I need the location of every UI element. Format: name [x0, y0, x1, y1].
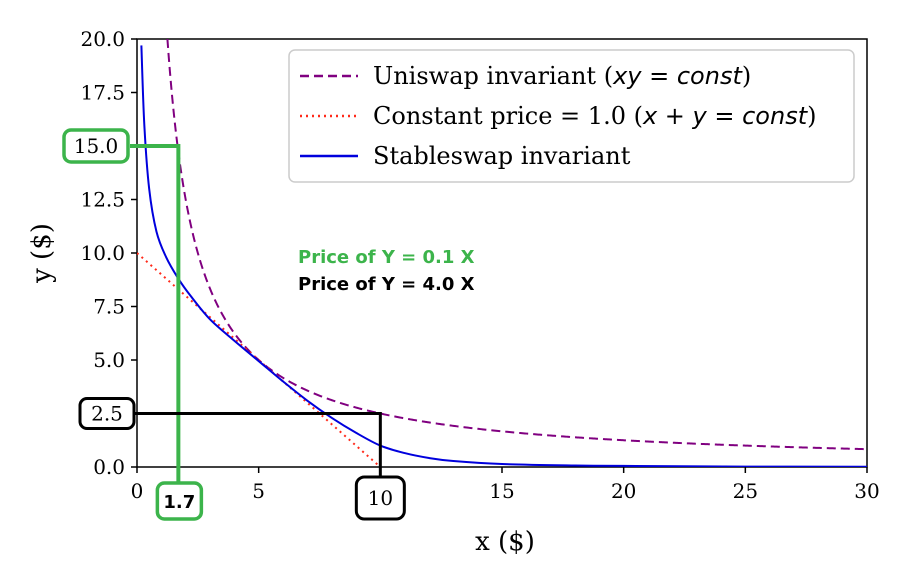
y-tick-label: 12.5 — [80, 188, 125, 212]
x-axis-label: x ($) — [475, 527, 535, 557]
y-tick-label: 7.5 — [93, 295, 125, 319]
stableswap-curve — [140, 45, 867, 467]
legend-constant-label: Constant price = 1.0 (x + y = const) — [373, 102, 817, 130]
y-axis-label: y ($) — [27, 223, 57, 284]
black-x-box-label: 10 — [368, 486, 393, 510]
y-tick-label: 10.0 — [80, 241, 125, 265]
legend-uniswap-label: Uniswap invariant (xy = const) — [373, 62, 751, 90]
green-x-box — [155, 481, 204, 521]
x-axis-ticks: 051015202530 — [131, 467, 880, 503]
x-tick-label: 25 — [733, 479, 758, 503]
legend-box — [288, 49, 855, 183]
green-y-box-label: 15.0 — [74, 134, 119, 158]
x-tick-label: 20 — [611, 479, 636, 503]
black-guide-line — [130, 412, 382, 479]
black-y-box — [78, 397, 136, 430]
annotation-green-price: Price of Y = 0.1 X — [298, 247, 475, 268]
y-tick-label: 0.0 — [93, 455, 125, 479]
annotation-black-price: Price of Y = 4.0 X — [298, 274, 475, 295]
x-tick-label: 5 — [252, 479, 265, 503]
x-tick-label: 15 — [489, 479, 514, 503]
black-x-box — [354, 475, 406, 521]
y-tick-label: 20.0 — [80, 27, 125, 51]
legend: Uniswap invariant (xy = const) Constant … — [288, 49, 855, 183]
green-guide-line — [130, 144, 181, 495]
y-tick-label: 17.5 — [80, 81, 125, 105]
y-tick-label: 5.0 — [93, 348, 125, 372]
highlight-boxes: 15.0 2.5 1.7 10 — [62, 128, 406, 521]
uniswap-curve — [166, 39, 867, 451]
legend-stableswap-label: Stableswap invariant — [373, 142, 631, 170]
green-y-box — [62, 128, 130, 164]
guide-lines — [130, 144, 382, 495]
x-tick-label: 0 — [131, 479, 144, 503]
x-tick-label: 30 — [854, 479, 879, 503]
green-x-box-label: 1.7 — [163, 492, 195, 513]
black-y-box-label: 2.5 — [91, 402, 123, 426]
